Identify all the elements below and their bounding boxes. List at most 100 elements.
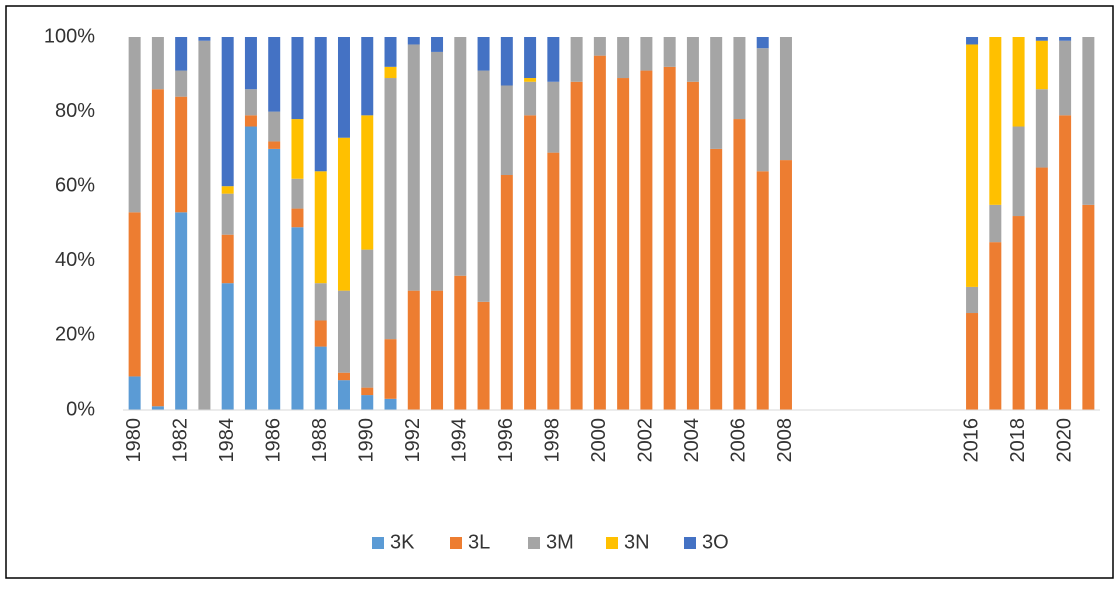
bar-segment	[361, 395, 374, 410]
bar-segment	[221, 186, 234, 194]
bar-segment	[314, 346, 327, 410]
x-tick-label: 1986	[262, 418, 284, 463]
bar-segment	[617, 78, 630, 410]
x-tick-label: 1996	[495, 418, 517, 463]
y-tick-label: 0%	[66, 398, 95, 420]
chart-frame	[5, 5, 1114, 579]
bar-segment	[431, 37, 444, 52]
bar-segment	[1082, 204, 1095, 410]
x-tick-label: 1998	[542, 418, 564, 463]
x-tick-label: 1984	[216, 418, 238, 463]
bar-segment	[593, 37, 606, 56]
bar-segment	[524, 115, 537, 410]
bar-segment	[733, 37, 746, 120]
bar-segment	[291, 227, 304, 410]
bar-segment	[1012, 216, 1025, 410]
x-tick-label: 1992	[402, 418, 424, 463]
x-tick-label: 2000	[588, 418, 610, 463]
bar-segment	[384, 66, 397, 79]
bar-segment	[175, 70, 188, 97]
x-tick-label: 2006	[728, 418, 750, 463]
bar-segment	[547, 81, 560, 153]
bar-segment	[337, 380, 350, 410]
bar-segment	[966, 286, 979, 314]
legend-swatch	[606, 537, 618, 549]
legend-label: 3N	[624, 531, 650, 553]
bar-segment	[593, 55, 606, 411]
bar-segment	[710, 37, 723, 149]
bar-segment	[337, 137, 350, 291]
legend-label: 3K	[390, 531, 415, 553]
x-tick-label: 2016	[960, 418, 982, 463]
bar-segment	[407, 44, 420, 291]
bar-segment	[361, 37, 374, 116]
bar-segment	[175, 212, 188, 410]
bar-segment	[477, 37, 490, 71]
bar-segment	[547, 37, 560, 82]
bar-segment	[268, 148, 281, 410]
bar-segment	[500, 175, 513, 410]
bar-segment	[640, 70, 653, 410]
bar-segment	[221, 283, 234, 410]
bar-segment	[454, 37, 467, 276]
legend-swatch	[528, 537, 540, 549]
bar-segment	[1035, 37, 1048, 41]
x-tick-label: 1982	[169, 418, 191, 463]
bar-segment	[361, 249, 374, 388]
bar-segment	[337, 290, 350, 373]
bar-segment	[151, 89, 164, 407]
bar-segment	[268, 141, 281, 149]
bar-segment	[756, 37, 769, 49]
bar-segment	[198, 40, 211, 410]
bar-segment	[314, 171, 327, 284]
bar-segment	[570, 81, 583, 410]
bar-segment	[291, 178, 304, 209]
bar-segment	[384, 339, 397, 399]
bar-segment	[756, 171, 769, 410]
y-tick-label: 20%	[55, 324, 95, 346]
bar-segment	[710, 148, 723, 410]
legend-swatch	[450, 537, 462, 549]
bar-segment	[1035, 40, 1048, 90]
bar-segment	[477, 70, 490, 302]
bar-segment	[966, 44, 979, 287]
y-tick-label: 100%	[44, 25, 95, 47]
bar-segment	[337, 372, 350, 381]
bar-segment	[500, 85, 513, 176]
bar-segment	[407, 37, 420, 45]
bar-segment	[221, 37, 234, 187]
bar-segment	[175, 96, 188, 213]
bar-segment	[244, 126, 257, 411]
bar-segment	[756, 48, 769, 172]
x-tick-label: 2020	[1053, 418, 1075, 463]
x-tick-label: 1980	[123, 418, 145, 463]
bar-segment	[989, 37, 1002, 205]
y-tick-label: 60%	[55, 174, 95, 196]
bar-segment	[244, 115, 257, 127]
bar-segment	[989, 242, 1002, 410]
x-tick-label: 2008	[774, 418, 796, 463]
x-tick-label: 2002	[635, 418, 657, 463]
bar-segment	[617, 37, 630, 79]
bar-segment	[1012, 37, 1025, 127]
bar-segment	[1059, 37, 1072, 41]
bar-segment	[151, 37, 164, 90]
bar-segment	[640, 37, 653, 71]
bar-segment	[244, 37, 257, 90]
bar-segment	[431, 51, 444, 291]
bar-segment	[128, 212, 141, 377]
legend-label: 3L	[468, 531, 490, 553]
x-tick-label: 2018	[1007, 418, 1029, 463]
x-tick-label: 2004	[681, 418, 703, 463]
bar-segment	[663, 37, 676, 67]
bar-segment	[686, 81, 699, 410]
bar-segment	[1012, 126, 1025, 217]
bar-segment	[1059, 115, 1072, 410]
bar-segment	[128, 376, 141, 410]
bar-segment	[524, 81, 537, 116]
y-tick-label: 80%	[55, 100, 95, 122]
bar-segment	[221, 234, 234, 284]
bar-segment	[686, 37, 699, 82]
